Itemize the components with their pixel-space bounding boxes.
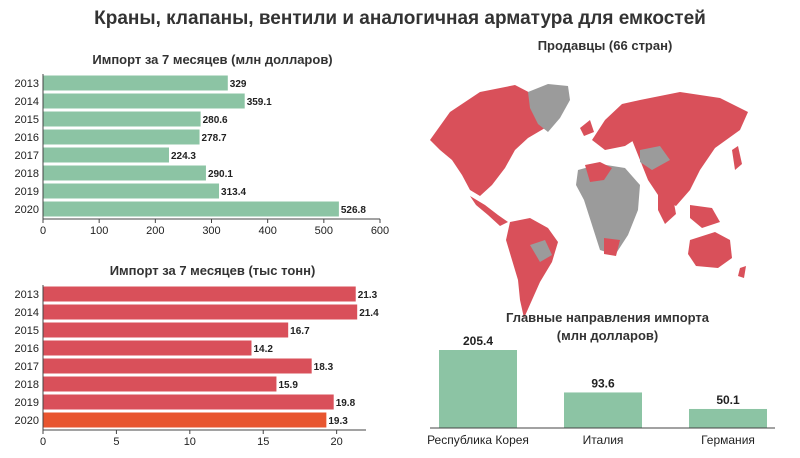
import-weight-x-tick-label: 10 [184, 436, 196, 448]
import-weight-bar [43, 322, 289, 338]
top-sources-category-label: Италия [583, 433, 624, 447]
import-value-value-label: 313.4 [221, 187, 246, 198]
import-weight-category-label: 2019 [15, 397, 39, 409]
import-value-value-label: 329 [230, 79, 247, 90]
import-value-value-label: 280.6 [203, 115, 228, 126]
import-value-category-label: 2017 [15, 150, 39, 162]
import-value-x-tick-label: 300 [202, 225, 220, 237]
import-weight-category-label: 2017 [15, 361, 39, 373]
import-weight-bar [43, 340, 252, 356]
import-value-category-label: 2020 [15, 204, 39, 216]
import-value-category-label: 2016 [15, 132, 39, 144]
import-value-bar [43, 201, 339, 217]
chart-title-import-value: Импорт за 7 месяцев (млн долларов) [92, 52, 333, 67]
import-weight-x-tick-label: 5 [113, 436, 119, 448]
import-weight-x-tick-label: 15 [257, 436, 269, 448]
import-weight-category-label: 2016 [15, 343, 39, 355]
import-weight-value-label: 19.8 [336, 398, 356, 409]
import-value-bar [43, 111, 201, 127]
import-weight-value-label: 21.3 [358, 290, 378, 301]
import-weight-category-label: 2015 [15, 325, 39, 337]
import-value-value-label: 526.8 [341, 205, 366, 216]
import-weight-bar [43, 286, 356, 302]
import-weight-category-label: 2013 [15, 289, 39, 301]
import-value-category-label: 2014 [15, 96, 39, 108]
top-sources-bar [689, 408, 767, 428]
import-value-value-label: 224.3 [171, 151, 196, 162]
import-value-bar [43, 183, 220, 199]
import-value-value-label: 278.7 [202, 133, 227, 144]
import-weight-value-label: 16.7 [290, 326, 310, 337]
top-sources-category-label: Германия [701, 433, 755, 447]
top-sources-category-label: Республика Корея [427, 433, 529, 447]
top-sources-title: Главные направления импорта [505, 310, 710, 325]
top-sources-value-label: 93.6 [591, 376, 615, 390]
import-weight-bar [43, 304, 358, 320]
import-weight-value-label: 21.4 [359, 308, 379, 319]
import-weight-bar [43, 412, 327, 428]
import-weight-bar [43, 358, 312, 374]
import-value-x-tick-label: 100 [90, 225, 108, 237]
import-value-category-label: 2019 [15, 186, 39, 198]
import-value-bar [43, 165, 206, 181]
map-title: Продавцы (66 стран) [537, 38, 673, 53]
import-weight-value-label: 14.2 [253, 344, 273, 355]
top-sources-bar [564, 392, 642, 428]
chart-title-import-weight: Импорт за 7 месяцев (тыс тонн) [109, 263, 316, 278]
import-value-x-tick-label: 200 [146, 225, 164, 237]
import-weight-category-label: 2018 [15, 379, 39, 391]
import-weight-x-tick-label: 0 [40, 436, 46, 448]
top-sources-bar [439, 350, 517, 428]
import-weight-value-label: 18.3 [314, 362, 334, 373]
page-title: Краны, клапаны, вентили и аналогичная ар… [94, 8, 706, 29]
import-value-category-label: 2013 [15, 78, 39, 90]
import-value-bar [43, 93, 245, 109]
import-weight-category-label: 2020 [15, 415, 39, 427]
import-value-value-label: 290.1 [208, 169, 233, 180]
import-weight-bar [43, 394, 334, 410]
import-value-category-label: 2018 [15, 168, 39, 180]
import-value-x-tick-label: 0 [40, 225, 46, 237]
import-value-bar [43, 129, 200, 145]
top-sources-value-label: 205.4 [463, 334, 493, 348]
import-weight-bar [43, 376, 277, 392]
import-value-bar [43, 75, 228, 91]
import-weight-value-label: 15.9 [278, 380, 298, 391]
import-weight-value-label: 19.3 [328, 416, 348, 427]
import-value-value-label: 359.1 [247, 97, 272, 108]
top-sources-subtitle: (млн долларов) [556, 328, 659, 343]
world-map-land [430, 84, 748, 318]
import-value-x-tick-label: 400 [258, 225, 276, 237]
import-value-category-label: 2015 [15, 114, 39, 126]
import-value-x-tick-label: 500 [315, 225, 333, 237]
import-value-x-tick-label: 600 [371, 225, 389, 237]
import-value-bar [43, 147, 169, 163]
import-weight-x-tick-label: 20 [331, 436, 343, 448]
import-weight-category-label: 2014 [15, 307, 39, 319]
top-sources-value-label: 50.1 [716, 393, 740, 407]
